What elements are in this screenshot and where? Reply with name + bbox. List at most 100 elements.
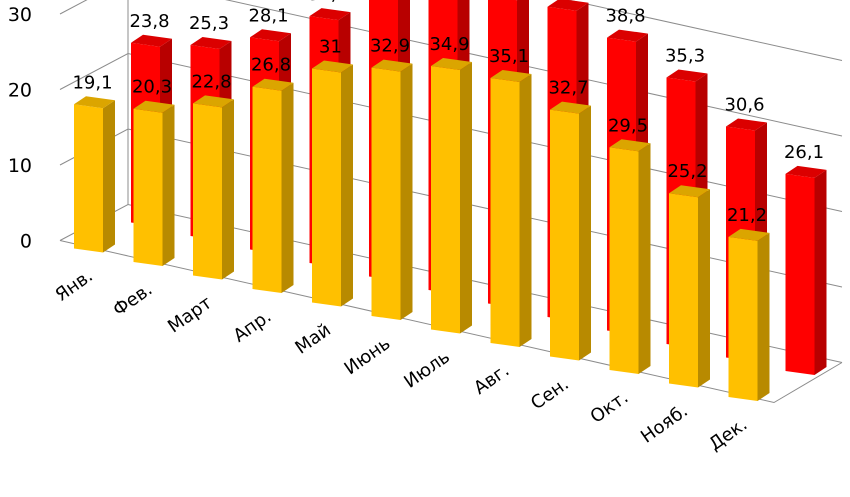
- bar-side: [757, 232, 770, 401]
- bar-front: [252, 86, 282, 293]
- y-tick-label: 10: [8, 155, 32, 177]
- data-label: 20,3: [132, 77, 172, 98]
- bar: [371, 59, 413, 320]
- bar-front: [669, 193, 698, 388]
- bar: [193, 95, 234, 280]
- y-tick-label: 0: [20, 231, 32, 253]
- bar-top: [785, 165, 827, 178]
- bar: [669, 185, 710, 388]
- bar-top: [250, 29, 291, 42]
- data-label: 25,2: [667, 161, 707, 182]
- bar: [728, 228, 770, 401]
- gridline: [566, 0, 843, 61]
- data-label: 38,8: [605, 6, 645, 27]
- category-label: Авг.: [470, 360, 513, 399]
- bar-top: [607, 29, 648, 42]
- bar-side: [579, 105, 591, 361]
- bar-front: [550, 109, 579, 361]
- bar-front: [609, 147, 639, 374]
- gridline: [59, 0, 843, 137]
- bar-top: [490, 70, 532, 82]
- bar-top: [609, 139, 651, 152]
- bar-top: [133, 100, 175, 113]
- data-label: 32,7: [548, 78, 588, 99]
- bar-top: [728, 228, 770, 241]
- data-label: 35,3: [665, 45, 705, 66]
- bar-top: [190, 37, 232, 49]
- data-label: 29,5: [608, 115, 648, 136]
- bar: [431, 58, 472, 334]
- bar-top: [309, 8, 351, 21]
- category-label: Окт.: [587, 387, 633, 428]
- bar-front: [785, 173, 815, 375]
- data-label: 32,7: [308, 0, 348, 5]
- bar-front: [133, 108, 163, 266]
- bar-front: [74, 104, 103, 253]
- bar-side: [162, 104, 175, 266]
- bar-side: [814, 169, 827, 375]
- bar: [133, 100, 175, 266]
- bar: [312, 60, 353, 307]
- bar-front: [431, 66, 460, 334]
- bar-top: [193, 95, 234, 108]
- bar: [785, 165, 827, 375]
- category-label: Дек.: [705, 414, 751, 455]
- data-label: 34,9: [429, 34, 469, 55]
- bar-front: [490, 78, 520, 347]
- bar-side: [281, 82, 294, 293]
- bar: [550, 101, 591, 361]
- data-label: 26,8: [251, 55, 291, 76]
- bar-top: [669, 185, 710, 198]
- data-labels: 26,130,635,338,841,140,739,337,532,728,1…: [72, 0, 824, 226]
- floor-edge: [59, 240, 843, 404]
- category-label: Июль: [400, 346, 454, 392]
- bar-top: [131, 34, 172, 47]
- bar-side: [222, 99, 234, 280]
- y-tick-label: 30: [8, 4, 32, 26]
- bar-side: [460, 62, 472, 334]
- category-label: Янв.: [52, 265, 97, 305]
- data-label: 19,1: [72, 72, 112, 93]
- data-label: 22,8: [191, 71, 231, 92]
- bar-front: [312, 68, 341, 307]
- data-label: 21,2: [727, 205, 767, 226]
- bar-top: [666, 69, 708, 82]
- category-label: Июнь: [341, 333, 395, 379]
- y-tick-label: 20: [8, 80, 32, 102]
- bar: [609, 139, 651, 374]
- data-label: 28,1: [248, 5, 288, 26]
- bar-top: [74, 96, 115, 109]
- category-label: Нояб.: [637, 400, 692, 447]
- chart-bars: [74, 0, 827, 401]
- bar-top: [431, 58, 472, 70]
- bar-front: [371, 67, 401, 320]
- data-label: 23,8: [129, 11, 169, 32]
- bar-top: [371, 59, 413, 72]
- data-label: 30,6: [724, 94, 764, 115]
- data-label: 25,3: [189, 13, 229, 34]
- bar-top: [726, 118, 767, 131]
- bar-side: [400, 63, 413, 320]
- bar-side: [103, 100, 115, 253]
- data-label: 31: [319, 36, 342, 57]
- category-label: Апр.: [230, 306, 276, 347]
- bar-front: [728, 236, 758, 401]
- bar-top: [312, 60, 353, 73]
- bar: [74, 96, 115, 253]
- bar-side: [341, 64, 353, 307]
- y-axis: 01020304050: [8, 4, 32, 253]
- category-label: Фев.: [109, 279, 156, 321]
- bar-top: [252, 78, 294, 91]
- data-label: 32,9: [370, 36, 410, 57]
- bar: [490, 70, 532, 347]
- data-label: 26,1: [784, 142, 824, 163]
- category-label: Март: [164, 292, 216, 337]
- bar-top: [550, 101, 591, 114]
- category-label: Сен.: [527, 373, 573, 414]
- bar: [252, 78, 294, 293]
- category-label: Май: [291, 319, 334, 358]
- bar-side: [519, 74, 532, 347]
- bar-side: [698, 189, 710, 388]
- bar-front: [193, 103, 222, 280]
